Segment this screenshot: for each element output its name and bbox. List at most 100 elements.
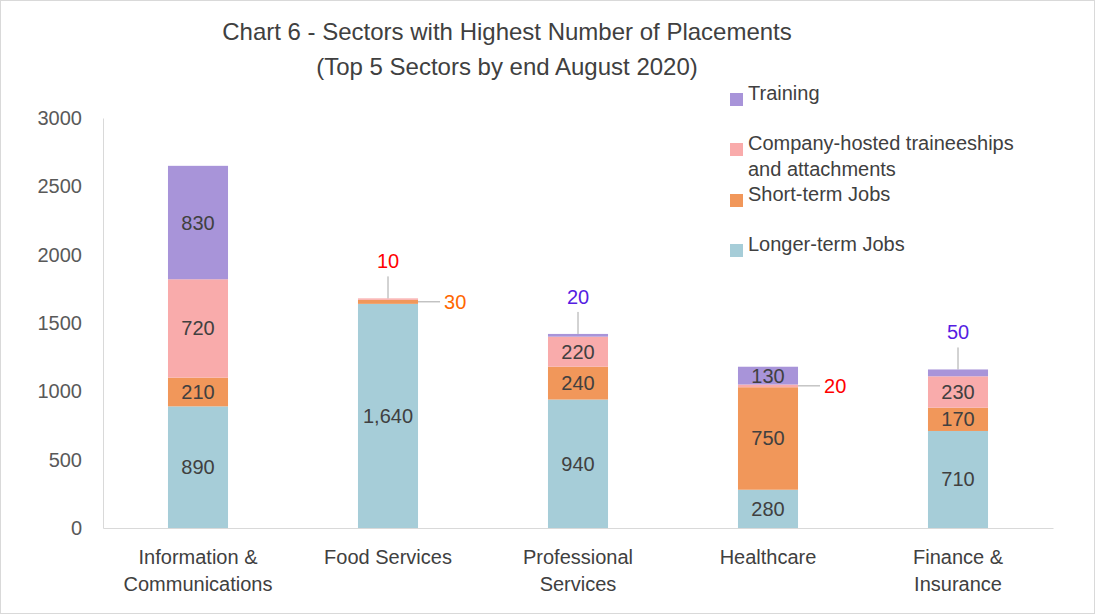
legend-item: Company-hosted traineeships and attachmen…	[730, 132, 1014, 180]
data-label: 890	[181, 456, 214, 478]
text-line: Company-hosted traineeships	[748, 132, 1014, 154]
data-label: 1,640	[363, 405, 413, 427]
bar-segment	[168, 378, 228, 407]
text-line: Healthcare	[720, 546, 817, 568]
tick-label: 1000	[38, 380, 83, 402]
data-label: 130	[751, 365, 784, 387]
text-line: Communications	[124, 573, 273, 595]
bar-segment	[738, 387, 798, 490]
data-label: 720	[181, 317, 214, 339]
legend: Training Company-hosted traineeships and a…	[730, 82, 1014, 257]
data-label: 710	[941, 468, 974, 490]
legend-swatch	[730, 194, 743, 207]
bar-segment	[548, 334, 608, 337]
leader-line	[798, 385, 820, 386]
bar-segment	[928, 376, 988, 407]
x-axis: Information & Communications Food Services…	[104, 528, 1054, 595]
tick-label: 2500	[38, 175, 83, 197]
text-line: Food Services	[324, 546, 452, 568]
tick: 2000	[38, 244, 104, 266]
tick: Finance & Insurance	[913, 528, 1004, 595]
tick: Food Services	[324, 528, 452, 568]
data-label: 210	[181, 381, 214, 403]
tick: 3000	[38, 107, 104, 129]
data-label: 20	[567, 286, 589, 308]
leader-line	[388, 276, 389, 298]
text-line: Finance &	[913, 546, 1004, 568]
category-label: Food Services	[324, 546, 452, 568]
bar-segment	[928, 369, 988, 376]
tick-label: 0	[71, 517, 82, 539]
tick-label: 500	[49, 449, 82, 471]
tick: 2500	[38, 175, 104, 197]
chart-title: Chart 6 - Sectors with Highest Number of…	[222, 18, 792, 45]
legend-label: Short-term Jobs	[748, 183, 890, 205]
category-label: Information & Communications	[124, 546, 273, 595]
leader-line	[418, 301, 440, 302]
category-label: Finance & Insurance	[913, 546, 1004, 595]
tick: Healthcare	[720, 528, 817, 568]
axis-line	[103, 119, 104, 529]
callouts	[388, 276, 958, 385]
chart-frame	[1, 1, 1095, 614]
text-line: Services	[540, 573, 617, 595]
tick: 0	[71, 517, 103, 539]
data-label: 280	[751, 498, 784, 520]
legend-label: Longer-term Jobs	[748, 233, 905, 255]
legend-swatch	[730, 143, 743, 156]
chart-subtitle: (Top 5 Sectors by end August 2020)	[316, 53, 698, 80]
text-line: Information &	[139, 546, 259, 568]
data-label: 940	[561, 453, 594, 475]
data-label: 30	[444, 291, 466, 313]
text-line: Longer-term Jobs	[748, 233, 905, 255]
data-label: 50	[947, 321, 969, 343]
data-label: 830	[181, 212, 214, 234]
bar-segment	[928, 408, 988, 431]
tick-label: 2000	[38, 244, 83, 266]
bar-segment	[358, 304, 418, 528]
data-labels: 890 210 720 830 1,640 30 10 940 240 220 20 280 750 20…	[181, 212, 974, 520]
data-label: 750	[751, 427, 784, 449]
legend-item: Longer-term Jobs	[730, 233, 905, 257]
chart: Chart 6 - Sectors with Highest Number of…	[0, 0, 1095, 614]
tick: 1500	[38, 312, 104, 334]
leader-line	[578, 312, 579, 334]
bar-segment	[168, 406, 228, 528]
bars	[168, 166, 988, 528]
tick-label: 1500	[38, 312, 83, 334]
tick: 1000	[38, 380, 104, 402]
legend-swatch	[730, 93, 743, 106]
data-label: 170	[941, 408, 974, 430]
data-label: 230	[941, 381, 974, 403]
legend-item: Short-term Jobs	[730, 183, 890, 207]
category-label: Healthcare	[720, 546, 817, 568]
tick-label: 3000	[38, 107, 83, 129]
bar-segment	[168, 279, 228, 377]
data-label: 10	[377, 250, 399, 272]
leader-line	[958, 347, 959, 369]
data-label: 20	[824, 375, 846, 397]
tick: Professional Services	[523, 528, 633, 595]
category-label: Professional Services	[523, 546, 633, 595]
text-line: Short-term Jobs	[748, 183, 890, 205]
text-line: Insurance	[914, 573, 1002, 595]
data-label: 220	[561, 341, 594, 363]
legend-swatch	[730, 244, 743, 257]
bar-segment	[928, 431, 988, 528]
legend-label: Company-hosted traineeships and attachmen…	[748, 132, 1014, 180]
tick: Information & Communications	[124, 528, 273, 595]
legend-item: Training	[730, 82, 820, 106]
text-line: and attachments	[748, 158, 896, 180]
bar-segment	[358, 298, 418, 299]
axis-line	[104, 528, 1054, 529]
bar-segment	[548, 367, 608, 400]
legend-label: Training	[748, 82, 820, 104]
bar-segment	[548, 400, 608, 528]
data-label: 240	[561, 372, 594, 394]
text-line: Professional	[523, 546, 633, 568]
y-axis: 0 500 1000 1500 2000 2500 3000	[38, 107, 104, 539]
bar-segment	[738, 490, 798, 528]
bar-segment	[548, 337, 608, 367]
tick: 500	[49, 449, 103, 471]
text-line: Training	[748, 82, 820, 104]
